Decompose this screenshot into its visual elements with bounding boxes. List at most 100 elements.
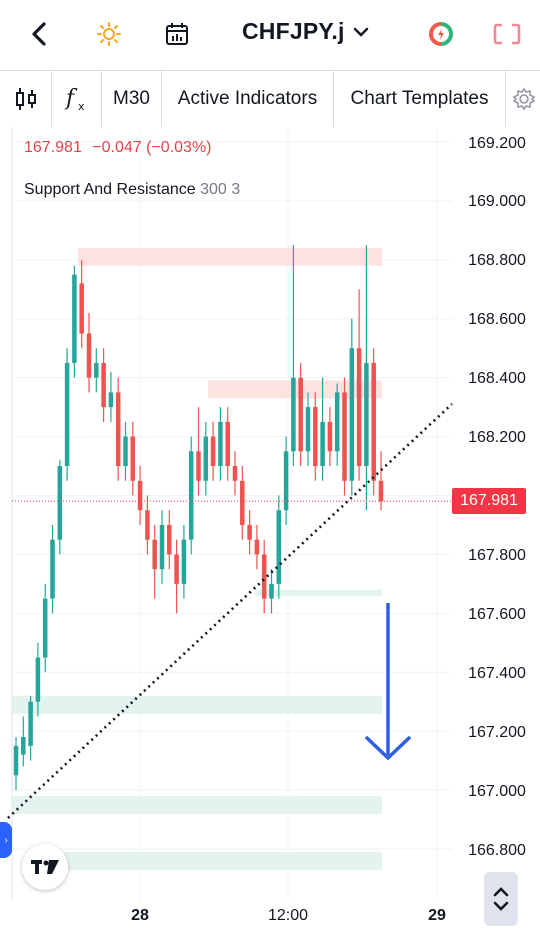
candle-body [371, 362, 376, 481]
candle-body [57, 466, 63, 540]
candle-body [21, 737, 26, 755]
candlestick-icon [15, 88, 36, 110]
indicator-legend[interactable]: Support And Resistance 300 3 [24, 181, 240, 199]
legend-change: −0.047 (−0.03%) [92, 139, 212, 156]
support-zone [255, 589, 382, 596]
candle-body [64, 362, 70, 467]
candle-body [203, 436, 209, 481]
chevron-down-icon [353, 27, 368, 37]
candle-body [50, 539, 55, 599]
tradingview-logo[interactable] [22, 844, 68, 890]
fullscreen-icon [493, 23, 521, 45]
candle-body [42, 598, 48, 658]
price-axis-label: 167.400 [468, 665, 526, 682]
candle-body [72, 274, 77, 363]
calendar-button[interactable] [162, 16, 192, 52]
candle-body [218, 421, 223, 467]
candle-body [101, 362, 106, 408]
symbol-selector[interactable]: CHFJPY.j [242, 18, 369, 45]
chart-area[interactable]: 169.200 169.000 168.800 168.600 168.400 168.2… [0, 127, 540, 936]
symbol-name: CHFJPY.j [242, 18, 345, 44]
candle-body [356, 348, 362, 467]
chart-type-button[interactable] [0, 71, 52, 127]
price-axis-label: 166.800 [468, 842, 526, 859]
candle-body [108, 392, 114, 408]
price-axis-label: 167.600 [468, 606, 526, 623]
calendar-icon [166, 23, 188, 45]
candle-body [130, 436, 136, 481]
candle-body [159, 524, 165, 570]
price-axis-label: 167.000 [468, 783, 526, 800]
chevron-left-icon [32, 22, 46, 46]
price-axis-label: 169.200 [468, 135, 526, 152]
top-bar: CHFJPY.j [0, 0, 540, 70]
time-axis-label: 28 [131, 907, 149, 924]
candle-body [291, 377, 296, 452]
gear-icon [512, 87, 536, 111]
timeframe-button[interactable]: M30 [102, 71, 162, 127]
theme-toggle-button[interactable] [94, 16, 124, 52]
drawing-panel-tab[interactable]: › [0, 822, 12, 858]
active-indicators-button[interactable]: Active Indicators [162, 71, 334, 127]
candle-body [276, 510, 282, 584]
candle-body [305, 407, 311, 452]
candle-body [152, 539, 157, 570]
indicators-fx-button[interactable]: f x [52, 71, 102, 127]
svg-text:x: x [78, 100, 85, 113]
fullscreen-button[interactable] [490, 16, 524, 52]
scale-toggle-button[interactable] [484, 872, 518, 926]
candle-body [225, 421, 230, 467]
candle-body [320, 421, 325, 467]
fx-icon: f x [64, 86, 85, 113]
candle-body [210, 436, 216, 467]
price-axis-label: 168.600 [468, 311, 526, 328]
price-axis-label: 167.800 [468, 547, 526, 564]
candle-body [137, 480, 143, 511]
chart-templates-button[interactable]: Chart Templates [334, 71, 506, 127]
price-axis-label: 169.000 [468, 193, 526, 210]
trend-line [7, 403, 453, 819]
candle-body [94, 362, 99, 378]
indicator-params: 300 3 [200, 181, 241, 198]
candle-body [269, 583, 274, 599]
chevron-up-down-icon [493, 887, 509, 911]
tradingview-logo-icon [31, 860, 59, 874]
candle-body [378, 480, 384, 502]
candle-body [28, 701, 33, 746]
candle-body [240, 480, 245, 525]
candle-body [313, 407, 318, 467]
candle-body [342, 392, 347, 481]
sun-icon [97, 22, 121, 46]
candle-body [334, 392, 340, 452]
current-price-tag: 167.981 [452, 488, 526, 514]
candle-body [115, 392, 121, 467]
candle-body [254, 539, 260, 555]
down-arrow-head [365, 736, 411, 761]
svg-text:f: f [64, 86, 78, 111]
price-axis-label: 167.200 [468, 724, 526, 741]
settings-button[interactable] [506, 71, 540, 127]
candle-body [364, 362, 369, 467]
candle-body [196, 451, 201, 481]
chevron-right-icon: › [4, 834, 8, 846]
price-axis-label: 168.800 [468, 252, 526, 269]
candle-body [283, 451, 289, 511]
candle-body [123, 436, 128, 467]
support-zone [12, 795, 382, 814]
candle-body [232, 466, 238, 481]
candle-body [35, 657, 41, 702]
time-axis-label: 12:00 [268, 907, 308, 924]
brand-logo-button[interactable] [426, 16, 456, 52]
back-button[interactable] [24, 16, 54, 52]
candle-body [167, 524, 172, 555]
indicator-name: Support And Resistance [24, 181, 196, 198]
price-axis-label: 168.200 [468, 429, 526, 446]
price-legend: 167.981 −0.047 (−0.03%) [24, 139, 212, 157]
candlestick-chart[interactable]: 169.200 169.000 168.800 168.600 168.400 168.2… [0, 127, 540, 936]
resistance-zone [78, 248, 382, 266]
candle-body [349, 348, 355, 481]
candle-body [181, 539, 187, 584]
candle-body [79, 283, 84, 334]
brand-logo-icon [429, 22, 453, 46]
price-axis-label: 168.400 [468, 370, 526, 387]
